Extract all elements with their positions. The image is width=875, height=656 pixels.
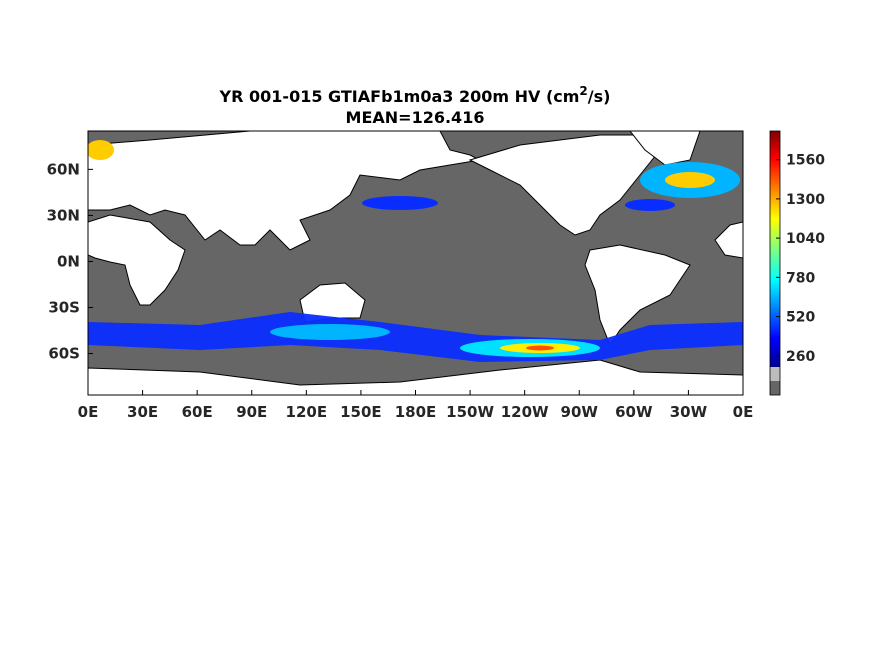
colorbar-swatch — [770, 381, 780, 395]
y-tick-label: 60S — [48, 345, 80, 363]
x-tick-label: 90E — [236, 403, 267, 421]
x-tick-label: 30W — [670, 403, 708, 421]
colorbar — [769, 130, 781, 396]
colorbar-tick-label: 1300 — [786, 192, 825, 208]
y-tick-label: 60N — [47, 160, 80, 178]
y-tick-label: 30N — [47, 206, 80, 224]
x-tick-label: 60E — [182, 403, 213, 421]
colorbar-tick-label: 260 — [786, 349, 815, 365]
x-tick-label: 0E — [78, 403, 99, 421]
colorbar-tick-label: 520 — [786, 310, 815, 326]
x-tick-label: 150W — [446, 403, 494, 421]
x-tick-label: 60W — [615, 403, 653, 421]
x-tick-label: 150E — [340, 403, 382, 421]
subtitle: MEAN=126.416 — [346, 108, 485, 127]
colorbar-tick-label: 1560 — [786, 153, 825, 169]
colorbar-swatch — [770, 367, 780, 381]
y-tick-label: 30S — [48, 299, 80, 317]
title: YR 001-015 GTIAFb1m0a3 200m HV (cm2/s) — [219, 84, 611, 106]
x-tick-label: 120W — [501, 403, 549, 421]
land — [88, 131, 743, 395]
field — [88, 140, 743, 362]
map — [88, 131, 743, 395]
x-tick-label: 0E — [733, 403, 754, 421]
colorbar-frame — [769, 130, 781, 396]
x-tick-label: 180E — [395, 403, 437, 421]
x-tick-label: 90W — [561, 403, 599, 421]
colorbar-tick-label: 780 — [786, 270, 815, 286]
x-tick-label: 120E — [286, 403, 328, 421]
colorbar-tick-label: 1040 — [786, 231, 825, 247]
y-tick-label: 0N — [57, 252, 80, 270]
colorbar-gradient — [770, 131, 780, 367]
x-tick-label: 30E — [127, 403, 158, 421]
